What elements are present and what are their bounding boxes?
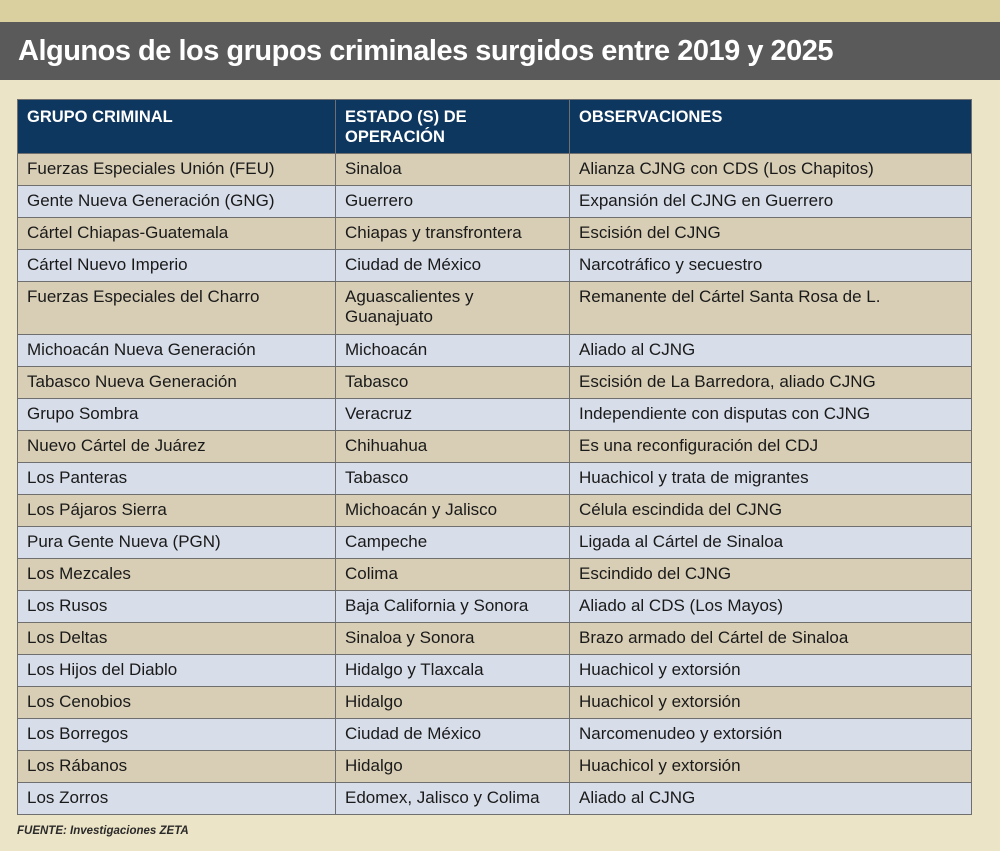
cell-grupo: Los Pájaros Sierra: [17, 494, 336, 527]
table-row: Los Borregos Ciudad de México Narcomenudeo…: [17, 718, 972, 751]
cell-estado: Guerrero: [335, 185, 570, 218]
cell-grupo: Los Panteras: [17, 462, 336, 495]
table-row: Pura Gente Nueva (PGN) Campeche Ligada al …: [17, 526, 972, 559]
page-title: Algunos de los grupos criminales surgido…: [0, 22, 1000, 80]
cell-grupo: Gente Nueva Generación (GNG): [17, 185, 336, 218]
table-row: Los Panteras Tabasco Huachicol y trata de …: [17, 462, 972, 495]
table-row: Fuerzas Especiales Unión (FEU) Sinaloa Ali…: [17, 153, 972, 186]
cell-grupo: Los Hijos del Diablo: [17, 654, 336, 687]
cell-estado: Tabasco: [335, 366, 570, 399]
table-row: Los Rusos Baja California y Sonora Aliado …: [17, 590, 972, 623]
cell-grupo: Cártel Chiapas-Guatemala: [17, 217, 336, 250]
cell-grupo: Michoacán Nueva Generación: [17, 334, 336, 367]
cell-observaciones: Escisión del CJNG: [569, 217, 972, 250]
cell-grupo: Los Mezcales: [17, 558, 336, 591]
table-row: Los Hijos del Diablo Hidalgo y Tlaxcala Hu…: [17, 654, 972, 687]
cell-estado: Ciudad de México: [335, 718, 570, 751]
cell-estado: Michoacán y Jalisco: [335, 494, 570, 527]
cell-grupo: Los Rusos: [17, 590, 336, 623]
table-row: Los Deltas Sinaloa y Sonora Brazo armado d…: [17, 622, 972, 655]
cell-observaciones: Huachicol y extorsión: [569, 654, 972, 687]
cell-observaciones: Célula escindida del CJNG: [569, 494, 972, 527]
cell-grupo: Los Cenobios: [17, 686, 336, 719]
cell-observaciones: Aliado al CJNG: [569, 334, 972, 367]
cell-estado: Baja California y Sonora: [335, 590, 570, 623]
table-header-row: GRUPO CRIMINAL ESTADO (S) DE OPERACIÓN O…: [17, 99, 972, 154]
top-band: [0, 0, 1000, 22]
cell-observaciones: Alianza CJNG con CDS (Los Chapitos): [569, 153, 972, 186]
cell-estado: Hidalgo: [335, 686, 570, 719]
cell-observaciones: Aliado al CJNG: [569, 782, 972, 815]
cell-observaciones: Narcotráfico y secuestro: [569, 249, 972, 282]
cell-estado: Colima: [335, 558, 570, 591]
cell-observaciones: Aliado al CDS (Los Mayos): [569, 590, 972, 623]
table-row: Los Mezcales Colima Escindido del CJNG: [17, 558, 972, 591]
table-row: Michoacán Nueva Generación Michoacán Aliad…: [17, 334, 972, 367]
table-row: Gente Nueva Generación (GNG) Guerrero Expa…: [17, 185, 972, 218]
cell-estado: Ciudad de México: [335, 249, 570, 282]
cell-observaciones: Huachicol y extorsión: [569, 686, 972, 719]
cell-grupo: Nuevo Cártel de Juárez: [17, 430, 336, 463]
cell-grupo: Cártel Nuevo Imperio: [17, 249, 336, 282]
cell-observaciones: Brazo armado del Cártel de Sinaloa: [569, 622, 972, 655]
cell-estado: Tabasco: [335, 462, 570, 495]
column-header-grupo: GRUPO CRIMINAL: [17, 99, 336, 154]
cell-grupo: Fuerzas Especiales Unión (FEU): [17, 153, 336, 186]
cell-estado: Campeche: [335, 526, 570, 559]
cell-estado: Michoacán: [335, 334, 570, 367]
cell-estado: Veracruz: [335, 398, 570, 431]
cell-estado: Chihuahua: [335, 430, 570, 463]
cell-observaciones: Narcomenudeo y extorsión: [569, 718, 972, 751]
cell-grupo: Fuerzas Especiales del Charro: [17, 281, 336, 335]
cell-grupo: Pura Gente Nueva (PGN): [17, 526, 336, 559]
cell-grupo: Grupo Sombra: [17, 398, 336, 431]
table-row: Grupo Sombra Veracruz Independiente con di…: [17, 398, 972, 431]
table-row: Cártel Chiapas-Guatemala Chiapas y transf…: [17, 217, 972, 250]
cell-estado: Chiapas y transfrontera: [335, 217, 570, 250]
table-row: Nuevo Cártel de Juárez Chihuahua Es una re…: [17, 430, 972, 463]
cell-grupo: Los Rábanos: [17, 750, 336, 783]
cell-observaciones: Es una reconfiguración del CDJ: [569, 430, 972, 463]
table-row: Los Zorros Edomex, Jalisco y Colima Aliado…: [17, 782, 972, 815]
cell-estado: Aguascalientes y Guanajuato: [335, 281, 570, 335]
column-header-observaciones: OBSERVACIONES: [569, 99, 972, 154]
cell-observaciones: Expansión del CJNG en Guerrero: [569, 185, 972, 218]
table-row: Los Pájaros Sierra Michoacán y Jalisco Cél…: [17, 494, 972, 527]
cell-estado: Hidalgo y Tlaxcala: [335, 654, 570, 687]
cell-estado: Sinaloa: [335, 153, 570, 186]
table-row: Fuerzas Especiales del Charro Aguascalien…: [17, 281, 972, 335]
table-row: Tabasco Nueva Generación Tabasco Escisión …: [17, 366, 972, 399]
cell-grupo: Los Zorros: [17, 782, 336, 815]
cell-estado: Sinaloa y Sonora: [335, 622, 570, 655]
cell-observaciones: Huachicol y extorsión: [569, 750, 972, 783]
column-header-estado: ESTADO (S) DE OPERACIÓN: [335, 99, 570, 154]
cell-estado: Edomex, Jalisco y Colima: [335, 782, 570, 815]
table-body: Fuerzas Especiales Unión (FEU) Sinaloa Ali…: [17, 153, 972, 815]
cell-grupo: Los Borregos: [17, 718, 336, 751]
table-row: Los Rábanos Hidalgo Huachicol y extorsión: [17, 750, 972, 783]
cell-grupo: Los Deltas: [17, 622, 336, 655]
cell-observaciones: Remanente del Cártel Santa Rosa de L.: [569, 281, 972, 335]
cell-observaciones: Escisión de La Barredora, aliado CJNG: [569, 366, 972, 399]
source-note: FUENTE: Investigaciones ZETA: [17, 825, 189, 837]
cell-grupo: Tabasco Nueva Generación: [17, 366, 336, 399]
cell-observaciones: Escindido del CJNG: [569, 558, 972, 591]
cell-observaciones: Independiente con disputas con CJNG: [569, 398, 972, 431]
cell-observaciones: Huachicol y trata de migrantes: [569, 462, 972, 495]
cell-estado: Hidalgo: [335, 750, 570, 783]
cell-observaciones: Ligada al Cártel de Sinaloa: [569, 526, 972, 559]
criminal-groups-table: GRUPO CRIMINAL ESTADO (S) DE OPERACIÓN O…: [17, 99, 972, 815]
table-row: Cártel Nuevo Imperio Ciudad de México Narc…: [17, 249, 972, 282]
table-row: Los Cenobios Hidalgo Huachicol y extorsión: [17, 686, 972, 719]
